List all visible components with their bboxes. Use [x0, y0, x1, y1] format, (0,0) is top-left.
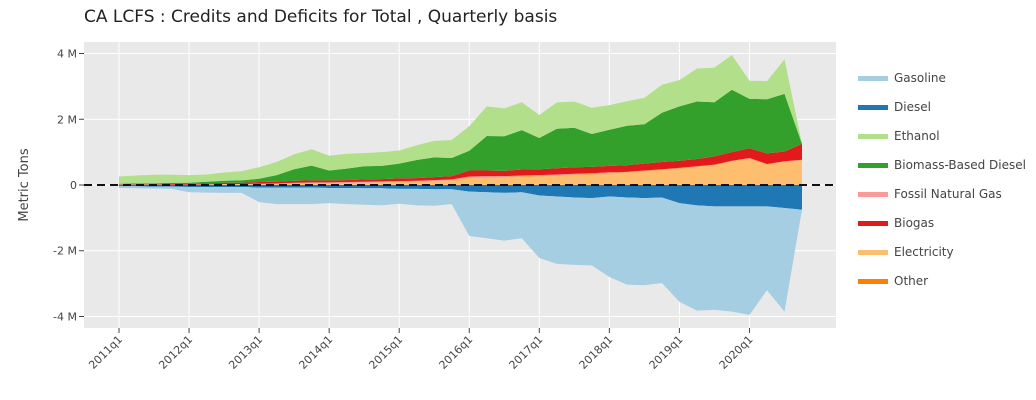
x-tick-label: 2018q1: [577, 333, 616, 372]
x-tick-label: 2012q1: [156, 333, 195, 372]
area-credits-fossil-natural-gas: [119, 158, 802, 185]
y-axis-ticks: 4 M 2 M 0 -2 M -4 M: [53, 48, 84, 323]
y-tick-label: -4 M: [53, 310, 77, 323]
legend-label: Biogas: [894, 216, 934, 230]
legend-swatch: [858, 105, 888, 110]
x-tick-label: 2020q1: [717, 333, 756, 372]
legend-item-gasoline[interactable]: Gasoline: [858, 71, 946, 85]
legend-swatch: [858, 163, 888, 168]
y-tick-label: 2 M: [57, 113, 77, 126]
legend-item-electricity[interactable]: Electricity: [858, 245, 954, 259]
legend-swatch: [858, 134, 888, 139]
legend-swatch: [858, 192, 888, 197]
area-credits-biomass-based-diesel: [119, 89, 802, 185]
area-credits-biogas: [119, 143, 802, 185]
area-credits-electricity: [119, 158, 802, 185]
legend-label: Fossil Natural Gas: [894, 187, 1002, 201]
chart-title: CA LCFS : Credits and Deficits for Total…: [84, 7, 557, 27]
y-tick-label: 0: [70, 179, 77, 192]
legend-item-ethanol[interactable]: Ethanol: [858, 129, 940, 143]
legend-item-diesel[interactable]: Diesel: [858, 100, 931, 114]
y-tick-label: -2 M: [53, 245, 77, 258]
area-credits-ethanol: [119, 55, 802, 184]
legend-label: Diesel: [894, 100, 931, 114]
legend-item-other[interactable]: Other: [858, 274, 928, 288]
legend-swatch: [858, 279, 888, 284]
legend-label: Gasoline: [894, 71, 946, 85]
y-tick-label: 4 M: [57, 48, 77, 61]
legend-label: Biomass-Based Diesel: [894, 158, 1026, 172]
x-tick-label: 2016q1: [436, 333, 475, 372]
y-axis-label: Metric Tons: [17, 148, 32, 221]
legend-label: Ethanol: [894, 129, 940, 143]
legend-label: Electricity: [894, 245, 954, 259]
legend-swatch: [858, 76, 888, 81]
x-tick-label: 2014q1: [296, 333, 335, 372]
area-deficits-diesel: [119, 185, 802, 210]
legend-item-fossil-natural-gas[interactable]: Fossil Natural Gas: [858, 187, 1002, 201]
legend: Gasoline Diesel Ethanol Biomass-Based Diese…: [858, 71, 1026, 288]
legend-label: Other: [894, 274, 928, 288]
x-tick-label: 2015q1: [366, 333, 405, 372]
legend-swatch: [858, 221, 888, 226]
x-axis-ticks: 2011q1 2012q1 2013q1 2014q1 2015q1 2016q1 2017…: [86, 328, 756, 372]
legend-item-biomass-based-diesel[interactable]: Biomass-Based Diesel: [858, 158, 1026, 172]
x-tick-label: 2017q1: [507, 333, 546, 372]
x-tick-label: 2013q1: [226, 333, 265, 372]
area-deficits-gasoline: [119, 186, 802, 315]
legend-item-biogas[interactable]: Biogas: [858, 216, 934, 230]
x-tick-label: 2019q1: [647, 333, 686, 372]
x-tick-label: 2011q1: [86, 333, 125, 372]
area-credits-other: [119, 158, 802, 185]
legend-swatch: [858, 250, 888, 255]
stacked-areas: [119, 55, 802, 315]
